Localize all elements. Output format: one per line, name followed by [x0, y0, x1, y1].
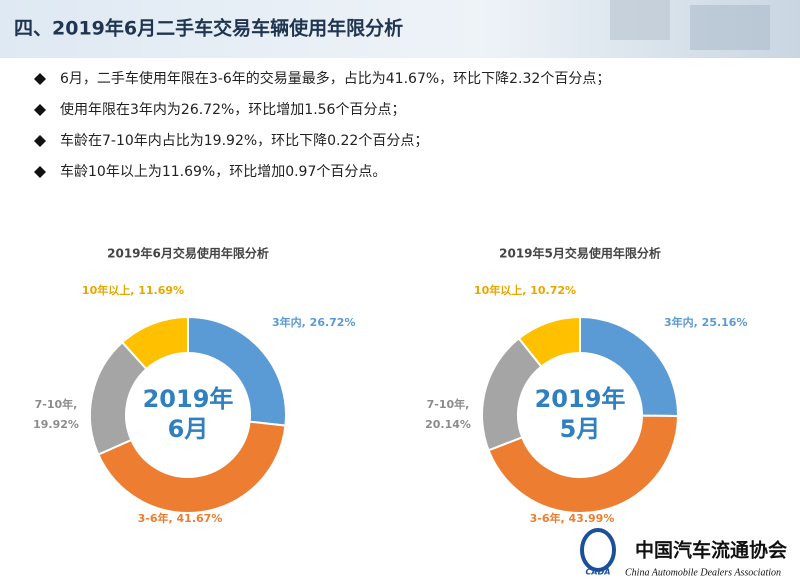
- data-label: 3年内, 25.16%: [664, 315, 747, 329]
- data-label: 10年以上, 11.69%: [82, 283, 184, 297]
- center-label: 2019年: [535, 385, 626, 413]
- logo-abbr: CADA: [586, 568, 611, 577]
- bullet-text: 使用年限在3年内为26.72%，环比增加1.56个百分点；: [60, 101, 405, 118]
- logo-mark: [580, 528, 616, 572]
- center-label: 2019年: [143, 385, 234, 413]
- logo-org-en: China Automobile Dealers Association: [625, 567, 781, 578]
- slide-title: 四、2019年6月二手车交易车辆使用年限分析: [14, 17, 403, 40]
- data-label: 3-6年, 43.99%: [530, 511, 615, 525]
- data-label: 7-10年, 20.14%: [425, 397, 471, 431]
- bullet-diamond: [34, 166, 46, 178]
- header-decor: [610, 0, 670, 40]
- center-label: 6月: [168, 415, 209, 443]
- bullet-text: 6月，二手车使用年限在3-6年的交易量最多，占比为41.67%，环比下降2.32…: [60, 70, 610, 87]
- bullet-diamond: [34, 73, 46, 85]
- header-decor: [690, 5, 770, 50]
- chart-title: 2019年5月交易使用年限分析: [499, 246, 661, 261]
- bullet-text: 车龄在7-10年内占比为19.92%，环比下降0.22个百分点；: [60, 132, 428, 149]
- footer-logo: CADA 中国汽车流通协会 China Automobile Dealers A…: [580, 528, 787, 578]
- center-label: 5月: [560, 415, 601, 443]
- donut-segment: [120, 315, 189, 371]
- logo-org: 中国汽车流通协会: [635, 539, 787, 562]
- donut-segment: [487, 414, 680, 514]
- data-label: 3-6年, 41.67%: [138, 511, 223, 525]
- data-label: 10年以上, 10.72%: [474, 283, 576, 297]
- bullet-diamond: [34, 135, 46, 147]
- bullet-text: 车龄10年以上为11.69%，环比增加0.97个百分点。: [60, 163, 386, 180]
- data-label: 3年内, 26.72%: [272, 315, 355, 329]
- chart-title: 2019年6月交易使用年限分析: [107, 246, 269, 261]
- donut-segment: [97, 420, 287, 514]
- bullet-diamond: [34, 104, 46, 116]
- donut-segment: [517, 315, 581, 368]
- data-label: 7-10年, 19.92%: [33, 397, 79, 431]
